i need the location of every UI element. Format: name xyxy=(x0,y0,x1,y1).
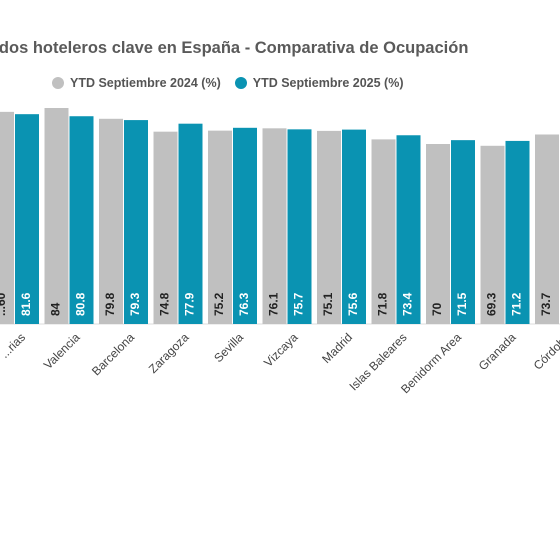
value-label-2025: 71.5 xyxy=(455,292,469,316)
bar-2025 xyxy=(342,129,366,324)
bar-2024 xyxy=(480,145,505,324)
bar-2024 xyxy=(535,134,559,324)
value-label-2024: 84 xyxy=(49,302,63,316)
category-label: Valencia xyxy=(41,330,83,372)
legend-item-2025: YTD Septiembre 2025 (%) xyxy=(234,76,404,90)
value-label-2025: 71.2 xyxy=(510,292,524,316)
legend-swatch-2025 xyxy=(234,77,247,89)
bar-2025 xyxy=(69,116,94,324)
bar-2025 xyxy=(396,135,421,324)
category-label: Sevilla xyxy=(211,330,246,365)
value-label-2025: 79.3 xyxy=(128,292,142,316)
bar-2024 xyxy=(153,131,178,324)
value-label-2024: 69.3 xyxy=(485,292,499,316)
bar-2025 xyxy=(451,140,475,324)
bar-2025 xyxy=(178,123,203,324)
legend-label-2025: YTD Septiembre 2025 (%) xyxy=(252,76,404,90)
bar-2024 xyxy=(317,130,341,324)
category-label: Córdoba xyxy=(531,330,560,373)
bar-2025 xyxy=(233,127,257,324)
category-label: Zaragoza xyxy=(146,330,192,376)
bar-2025 xyxy=(287,129,312,324)
category-label: ...rias xyxy=(0,330,28,361)
value-label-2025: 75.7 xyxy=(292,292,306,316)
category-label: Vizcaya xyxy=(261,330,301,370)
value-label-2024: 70 xyxy=(430,302,444,316)
bar-2024 xyxy=(0,111,14,324)
category-label: Granada xyxy=(476,330,519,373)
value-label-2024: ...60 xyxy=(0,292,8,316)
bar-2024 xyxy=(426,144,450,324)
bar-2024 xyxy=(208,130,232,324)
value-label-2025: 81.6 xyxy=(19,292,33,316)
value-label-2024: 73.7 xyxy=(539,292,553,316)
legend-swatch-2024 xyxy=(52,77,64,89)
legend-label-2024: YTD Septiembre 2024 (%) xyxy=(70,76,221,90)
value-label-2025: 73.4 xyxy=(401,292,415,316)
value-label-2024: 75.1 xyxy=(321,292,335,316)
bar-2024 xyxy=(371,139,396,324)
legend-item-2024: YTD Septiembre 2024 (%) xyxy=(52,76,221,90)
bar-2024 xyxy=(99,118,123,324)
value-label-2025: 77.9 xyxy=(183,292,197,316)
category-label: Madrid xyxy=(319,330,355,366)
bar-2025 xyxy=(15,114,39,324)
value-label-2025: 75.6 xyxy=(346,292,360,316)
value-label-2025: 76.3 xyxy=(237,292,251,316)
chart-legend: YTD Septiembre 2024 (%) YTD Septiembre 2… xyxy=(52,76,418,90)
value-label-2024: 76.1 xyxy=(267,292,281,316)
bar-2024 xyxy=(262,128,287,324)
value-label-2024: 75.2 xyxy=(212,292,226,316)
value-label-2024: 79.8 xyxy=(103,292,117,316)
category-label: Barcelona xyxy=(89,330,137,378)
chart-title: ...ados hoteleros clave en España - Comp… xyxy=(0,39,469,57)
value-label-2025: 80.8 xyxy=(74,292,88,316)
bar-2025 xyxy=(505,140,530,324)
bar-2024 xyxy=(44,108,69,324)
value-label-2024: 74.8 xyxy=(158,292,172,316)
value-label-2024: 71.8 xyxy=(376,292,390,316)
bar-2025 xyxy=(124,120,148,324)
